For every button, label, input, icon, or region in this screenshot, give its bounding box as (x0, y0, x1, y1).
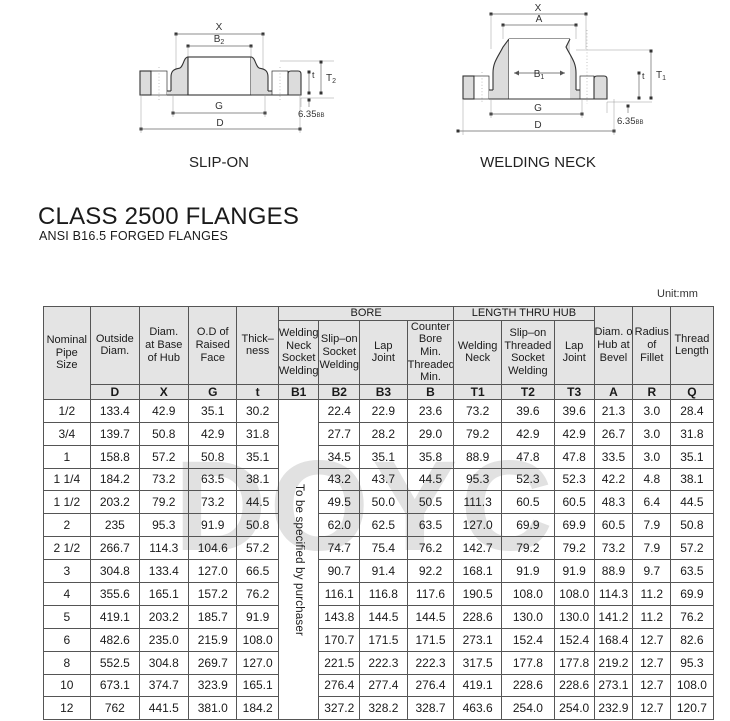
svg-text:B2: B2 (214, 34, 225, 46)
svg-text:A: A (536, 14, 543, 25)
svg-text:D: D (216, 118, 223, 129)
svg-text:D: D (534, 120, 541, 131)
svg-text:6.35BB: 6.35BB (298, 109, 325, 120)
svg-text:X: X (535, 3, 542, 14)
svg-text:SLIP-ON: SLIP-ON (189, 154, 249, 171)
svg-text:G: G (534, 103, 542, 114)
svg-text:X: X (216, 22, 223, 33)
svg-text:t: t (642, 71, 645, 81)
svg-text:G: G (215, 101, 223, 112)
svg-text:T1: T1 (656, 70, 666, 82)
svg-text:T2: T2 (326, 73, 336, 85)
svg-text:WELDING NECK: WELDING NECK (480, 154, 596, 171)
svg-text:t: t (312, 70, 315, 80)
svg-text:6.35BB: 6.35BB (617, 116, 644, 127)
